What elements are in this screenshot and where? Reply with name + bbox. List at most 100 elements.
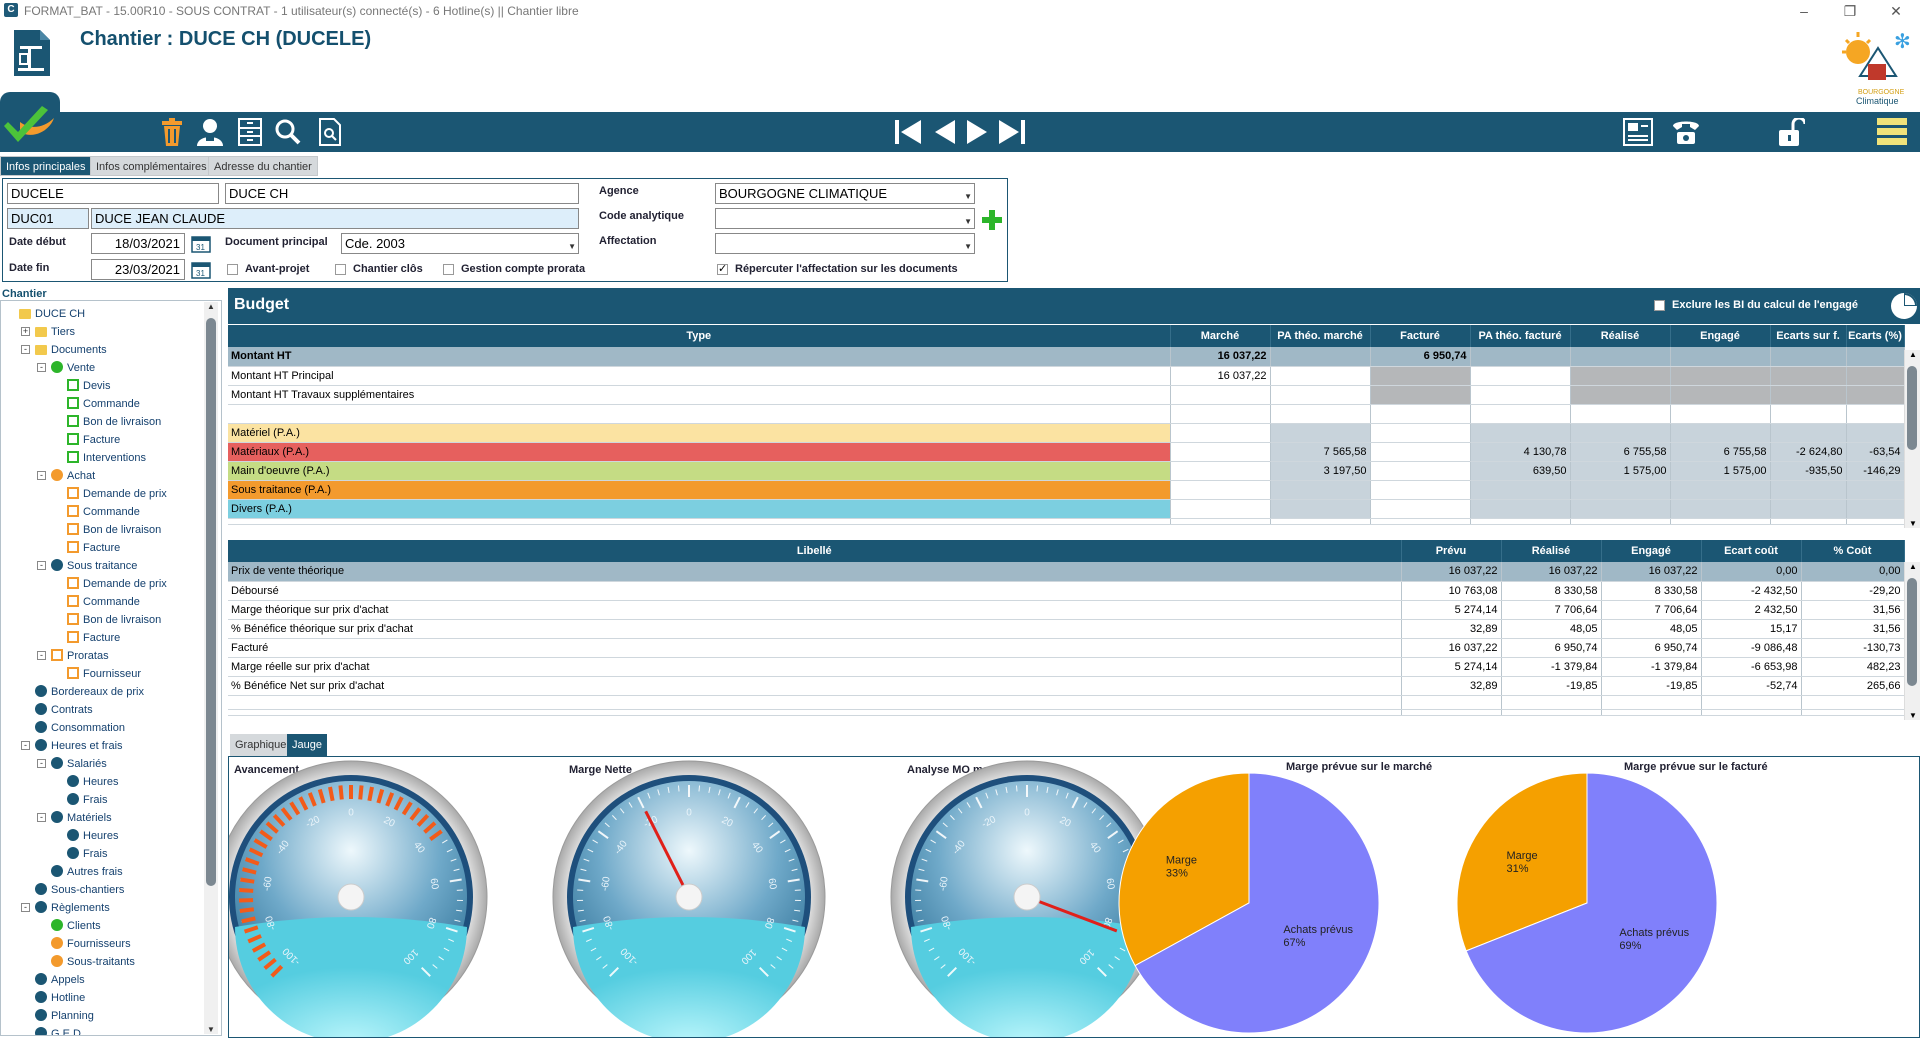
tree-item[interactable]: Matériels [51, 809, 112, 827]
tree-item[interactable]: Bon de livraison [67, 413, 161, 431]
tree-expand-toggle[interactable]: - [37, 471, 46, 480]
tree-item[interactable]: Facture [67, 539, 120, 557]
table-row[interactable]: Montant HT 16 037,22 6 950,74 [228, 347, 1905, 367]
tree-expand-toggle[interactable]: - [37, 363, 46, 372]
last-record-button[interactable] [996, 116, 1028, 148]
tree-expand-toggle[interactable]: + [21, 326, 30, 336]
tree-item[interactable]: Sous traitance [51, 557, 137, 575]
table-row[interactable]: Main d'oeuvre (P.A.) 3 197,50 639,50 1 575,… [228, 461, 1905, 481]
column-header[interactable]: Engagé [1601, 540, 1702, 562]
table-row[interactable]: Divers (P.A.) [228, 499, 1905, 519]
table-row[interactable]: % Bénéfice Net sur prix d'achat 32,89 -19,… [228, 676, 1905, 696]
tree-item[interactable]: Proratas [51, 647, 109, 665]
add-icon[interactable] [981, 209, 1003, 231]
date-debut-field[interactable]: 18/03/2021 [91, 233, 185, 254]
tree-expand-toggle[interactable]: - [37, 561, 46, 570]
column-header[interactable]: Ecarts (%) [1846, 325, 1905, 347]
tree-scroll-thumb[interactable] [206, 318, 216, 886]
name-field[interactable]: DUCE CH [225, 183, 579, 204]
scroll-down-icon[interactable]: ▼ [1909, 711, 1917, 720]
tree-item[interactable]: Facture [67, 629, 120, 647]
agence-select[interactable]: BOURGOGNE CLIMATIQUE ▼ [715, 183, 975, 204]
calendar-icon[interactable]: 31 [191, 234, 211, 253]
tree-item[interactable]: Contrats [35, 701, 93, 719]
table-row[interactable]: Déboursé 10 763,08 8 330,58 8 330,58 -2 432,… [228, 581, 1905, 601]
validate-button[interactable] [0, 92, 60, 152]
tree-item[interactable]: Documents [35, 341, 107, 359]
tree-expand-toggle[interactable]: - [21, 345, 30, 354]
tree-item[interactable]: Heures [67, 773, 118, 791]
analysis-scroll-thumb[interactable] [1907, 578, 1917, 686]
exclude-bi-checkbox[interactable] [1654, 300, 1665, 311]
tree-item[interactable]: Consommation [35, 719, 125, 737]
report-button[interactable] [1622, 116, 1654, 148]
next-record-button[interactable] [962, 116, 994, 148]
budget-scroll-thumb[interactable] [1907, 366, 1917, 450]
tree-item[interactable]: Planning [35, 1007, 94, 1025]
tree-item[interactable]: Heures et frais [35, 737, 123, 755]
analysis-scrollbar[interactable]: ▲ ▼ [1904, 562, 1920, 720]
tree-item[interactable]: Commande [67, 593, 140, 611]
affectation-select[interactable]: ▼ [715, 233, 975, 254]
column-header[interactable]: Facturé [1370, 325, 1471, 347]
table-row[interactable]: Matériaux (P.A.) 7 565,58 4 130,78 6 755,58… [228, 442, 1905, 462]
column-header[interactable]: % Coût [1801, 540, 1905, 562]
column-header[interactable]: Ecarts sur f. [1770, 325, 1847, 347]
tab-adresse-chantier[interactable]: Adresse du chantier [208, 156, 318, 176]
tree-item[interactable]: Règlements [35, 899, 110, 917]
tree-item[interactable]: Tiers [35, 323, 75, 341]
phone-button[interactable] [1670, 116, 1702, 148]
tree-expand-toggle[interactable]: - [21, 741, 30, 750]
tree-item[interactable]: Clients [51, 917, 101, 935]
column-header[interactable]: Ecart coût [1701, 540, 1802, 562]
tree-item[interactable]: Sous-traitants [51, 953, 135, 971]
delete-button[interactable] [156, 116, 188, 148]
column-header[interactable]: Réalisé [1570, 325, 1671, 347]
column-header[interactable]: Marché [1170, 325, 1271, 347]
tree-item[interactable]: Fournisseur [67, 665, 141, 683]
tab-graphique[interactable]: Graphique [230, 734, 292, 756]
table-row[interactable] [228, 404, 1905, 424]
table-row[interactable]: % Bénéfice théorique sur prix d'achat 32,… [228, 619, 1905, 639]
first-record-button[interactable] [892, 116, 924, 148]
table-row[interactable]: Sous traitance (P.A.) [228, 480, 1905, 500]
previous-record-button[interactable] [928, 116, 960, 148]
tree-item[interactable]: Commande [67, 503, 140, 521]
tree-item[interactable]: Bordereaux de prix [35, 683, 144, 701]
unlock-button[interactable] [1776, 116, 1808, 148]
tree-item[interactable]: Interventions [67, 449, 146, 467]
search-button[interactable] [272, 116, 304, 148]
tree-item[interactable]: Fournisseurs [51, 935, 131, 953]
column-header[interactable]: PA théo. marché [1270, 325, 1371, 347]
tree-item[interactable]: Autres frais [51, 863, 123, 881]
minimize-button[interactable]: – [1800, 3, 1808, 19]
table-row[interactable]: Prix de vente théorique 16 037,22 16 037,2… [228, 562, 1905, 582]
column-header[interactable]: Engagé [1670, 325, 1771, 347]
preview-button[interactable] [314, 116, 346, 148]
column-header[interactable]: Type [228, 325, 1171, 347]
tree-item[interactable]: Achat [51, 467, 95, 485]
tree-item[interactable]: Bon de livraison [67, 521, 161, 539]
restore-button[interactable]: ❐ [1843, 3, 1857, 19]
budget-scrollbar[interactable]: ▲ ▼ [1904, 350, 1920, 528]
table-row[interactable]: Montant HT Travaux supplémentaires [228, 385, 1905, 405]
column-header[interactable]: Réalisé [1501, 540, 1602, 562]
tree-item[interactable]: Hotline [35, 989, 85, 1007]
pie-chart-icon[interactable] [1890, 292, 1918, 320]
table-row[interactable]: Matériel (P.A.) [228, 423, 1905, 443]
tree-item[interactable]: Demande de prix [67, 485, 167, 503]
tree-item[interactable]: G.E.D. [35, 1025, 84, 1035]
table-row[interactable]: Montant HT Principal 16 037,22 [228, 366, 1905, 386]
tab-infos-principales[interactable]: Infos principales [0, 156, 92, 176]
client-code-field[interactable]: DUC01 [7, 208, 89, 229]
close-button[interactable]: ✕ [1890, 3, 1902, 19]
tree-item[interactable]: Frais [67, 845, 107, 863]
tree-item[interactable]: Bon de livraison [67, 611, 161, 629]
archive-button[interactable] [234, 116, 266, 148]
column-header[interactable]: PA théo. facturé [1470, 325, 1571, 347]
tree-item[interactable]: Heures [67, 827, 118, 845]
scroll-up-icon[interactable]: ▲ [207, 302, 215, 311]
tree-item[interactable]: Salariés [51, 755, 107, 773]
tree-item[interactable]: DUCE CH [19, 305, 85, 323]
menu-button[interactable] [1876, 116, 1908, 148]
